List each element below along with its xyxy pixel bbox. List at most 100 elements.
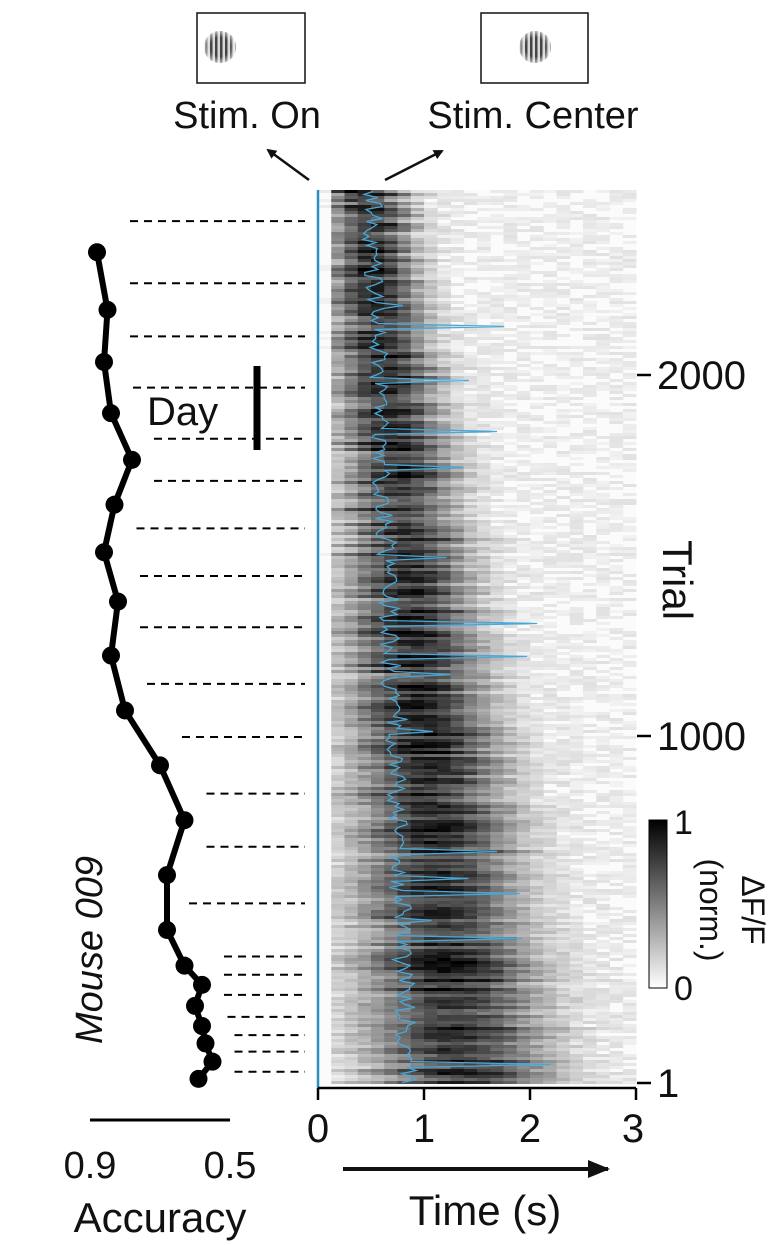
- heatmap-cell: [371, 658, 385, 661]
- heatmap-cell: [331, 727, 345, 730]
- heatmap-cell: [530, 946, 544, 949]
- heatmap-cell: [384, 532, 398, 535]
- heatmap-cell: [371, 712, 385, 715]
- heatmap-cell: [371, 742, 385, 745]
- heatmap-cell: [450, 538, 465, 541]
- heatmap-cell: [331, 745, 345, 748]
- heatmap-cell: [384, 355, 398, 358]
- heatmap-cell: [371, 688, 385, 691]
- heatmap-cell: [596, 892, 610, 895]
- heatmap-cell: [357, 610, 372, 613]
- heatmap-cell: [583, 802, 597, 805]
- heatmap-cell: [397, 592, 412, 595]
- heatmap-cell: [516, 844, 531, 847]
- heatmap-cell: [503, 922, 518, 925]
- heatmap-cell: [490, 259, 504, 262]
- heatmap-cell: [583, 553, 597, 556]
- heatmap-cell: [490, 403, 504, 406]
- heatmap-cell: [450, 943, 465, 946]
- heatmap-cell: [609, 721, 624, 724]
- heatmap-cell: [583, 349, 597, 352]
- heatmap-cell: [516, 940, 531, 943]
- heatmap-cell: [397, 334, 412, 337]
- heatmap-cell: [543, 772, 557, 775]
- heatmap-cell: [397, 775, 412, 778]
- heatmap-cell: [583, 259, 597, 262]
- heatmap-cell: [556, 709, 571, 712]
- heatmap-cell: [450, 391, 465, 394]
- heatmap-cell: [622, 448, 637, 451]
- heatmap-cell: [609, 475, 624, 478]
- heatmap-cell: [530, 841, 544, 844]
- heatmap-cell: [450, 748, 465, 751]
- heatmap-cell: [569, 529, 584, 532]
- heatmap-cell: [397, 418, 412, 421]
- heatmap-cell: [503, 643, 518, 646]
- heatmap-cell: [543, 700, 557, 703]
- heatmap-cell: [583, 217, 597, 220]
- heatmap-cell: [450, 742, 465, 745]
- heatmap-cell: [463, 643, 478, 646]
- heatmap-cell: [556, 400, 571, 403]
- heatmap-cell: [371, 436, 385, 439]
- heatmap-cell: [543, 859, 557, 862]
- heatmap-cell: [344, 490, 359, 493]
- heatmap-cell: [437, 670, 451, 673]
- heatmap-cell: [384, 766, 398, 769]
- heatmap-cell: [331, 838, 345, 841]
- heatmap-cell: [410, 325, 425, 328]
- heatmap-cell: [477, 661, 491, 664]
- heatmap-cell: [596, 889, 610, 892]
- heatmap-cell: [477, 790, 491, 793]
- heatmap-cell: [463, 343, 478, 346]
- heatmap-cell: [384, 292, 398, 295]
- heatmap-cell: [503, 829, 518, 832]
- heatmap-cell: [437, 727, 451, 730]
- heatmap-cell: [331, 562, 345, 565]
- heatmap-cell: [516, 415, 531, 418]
- heatmap-cell: [357, 937, 372, 940]
- heatmap-cell: [569, 190, 584, 193]
- heatmap-cell: [543, 427, 557, 430]
- heatmap-cell: [503, 466, 518, 469]
- heatmap-cell: [450, 190, 465, 193]
- heatmap-cell: [410, 334, 425, 337]
- heatmap-cell: [371, 193, 385, 196]
- heatmap-cell: [583, 646, 597, 649]
- heatmap-cell: [437, 403, 451, 406]
- heatmap-cell: [516, 679, 531, 682]
- heatmap-cell: [371, 238, 385, 241]
- heatmap-cell: [344, 721, 359, 724]
- heatmap-cell: [410, 679, 425, 682]
- heatmap-cell: [384, 787, 398, 790]
- heatmap-cell: [357, 946, 372, 949]
- heatmap-cell: [410, 370, 425, 373]
- heatmap-cell: [450, 262, 465, 265]
- heatmap-cell: [583, 751, 597, 754]
- heatmap-cell: [437, 859, 451, 862]
- heatmap-cell: [477, 505, 491, 508]
- heatmap-cell: [503, 310, 518, 313]
- heatmap-cell: [357, 772, 372, 775]
- heatmap-cell: [424, 277, 438, 280]
- heatmap-cell: [543, 901, 557, 904]
- heatmap-cell: [622, 502, 637, 505]
- heatmap-cell: [490, 889, 504, 892]
- heatmap-cell: [622, 190, 637, 193]
- heatmap-cell: [530, 478, 544, 481]
- heatmap-cell: [477, 682, 491, 685]
- heatmap-cell: [503, 277, 518, 280]
- heatmap-cell: [463, 487, 478, 490]
- heatmap-cell: [424, 751, 438, 754]
- heatmap-cell: [583, 544, 597, 547]
- heatmap-cell: [609, 253, 624, 256]
- heatmap-cell: [331, 844, 345, 847]
- heatmap-cell: [490, 631, 504, 634]
- heatmap-cell: [437, 724, 451, 727]
- heatmap-cell: [463, 865, 478, 868]
- heatmap-cell: [357, 667, 372, 670]
- heatmap-cell: [556, 898, 571, 901]
- heatmap-cell: [530, 850, 544, 853]
- heatmap-cell: [477, 658, 491, 661]
- heatmap-cell: [569, 595, 584, 598]
